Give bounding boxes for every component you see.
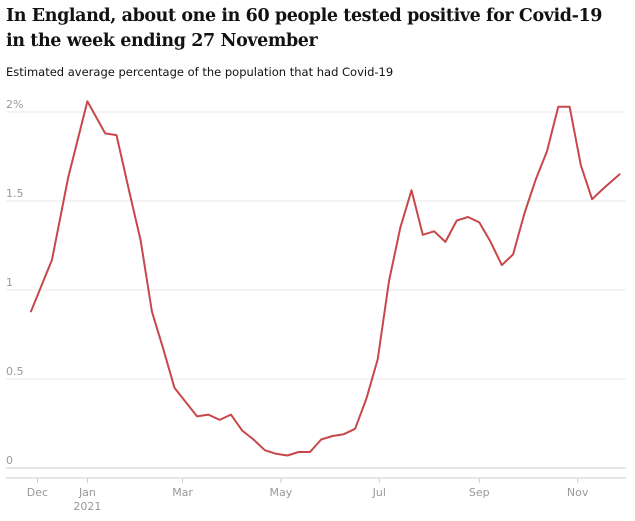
y-tick-label: 1.5 — [6, 187, 24, 200]
x-tick-label: Sep — [469, 486, 490, 499]
x-tick-label: Dec — [27, 486, 48, 499]
x-tick-label: Mar — [172, 486, 193, 499]
y-tick-label: 0 — [6, 454, 13, 467]
chart-title: In England, about one in 60 people teste… — [6, 6, 602, 51]
series-line — [30, 100, 621, 457]
x-tick-label: May — [270, 486, 293, 499]
x-tick-label: Jul — [372, 486, 386, 499]
x-tick-label: Nov — [567, 486, 589, 499]
y-tick-label: 1 — [6, 276, 13, 289]
x-tick-label: Jan — [78, 486, 96, 499]
x-tick-sublabel: 2021 — [73, 500, 101, 513]
y-tick-label: 0.5 — [6, 365, 24, 378]
chart-subtitle: Estimated average percentage of the popu… — [6, 65, 394, 79]
y-tick-label: 2% — [6, 98, 23, 111]
